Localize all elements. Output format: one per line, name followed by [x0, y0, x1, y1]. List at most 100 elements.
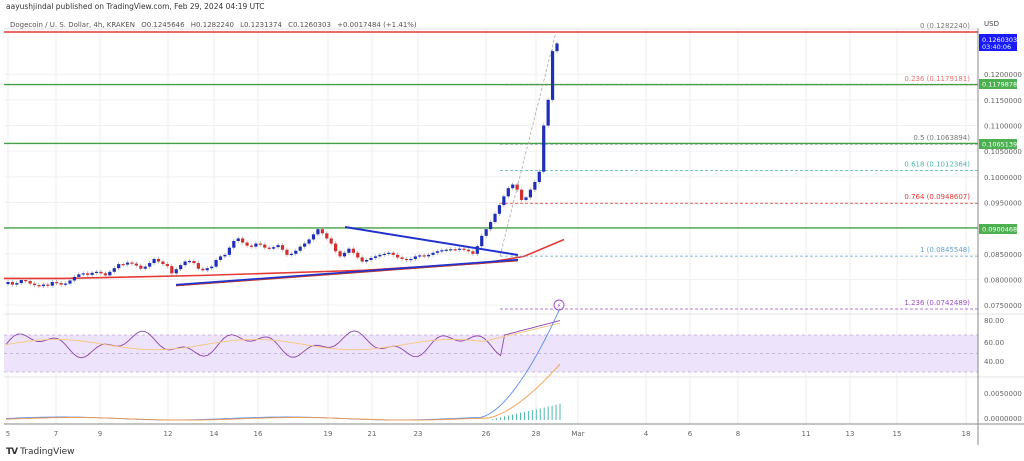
fib-level-label: 1.236 (0.0742489)	[904, 299, 970, 307]
candle-body	[28, 281, 32, 284]
candle-body	[143, 266, 147, 269]
candle-body	[555, 43, 559, 52]
candle-body	[37, 285, 41, 287]
candle-body	[471, 251, 475, 254]
candle-body	[528, 189, 533, 198]
candle-body	[183, 261, 187, 266]
fib-level-label: 0.764 (0.0948607)	[904, 193, 970, 201]
price-tick-label: 0.1150000	[984, 97, 1022, 105]
time-tick-label: Mar	[571, 430, 584, 438]
candle-body	[210, 266, 214, 269]
candle-body	[488, 222, 493, 230]
candle-body	[537, 171, 541, 182]
price-tick-label: 0.0750000	[984, 302, 1022, 310]
currency-label: USD	[984, 20, 999, 28]
footer-branding: TV TradingView	[6, 447, 75, 457]
change-value: +0.0017484 (+1.41%)	[337, 21, 417, 29]
candle-body	[249, 245, 254, 247]
ascending-trendline	[175, 258, 519, 287]
candle-body	[365, 259, 369, 262]
candle-body	[519, 189, 524, 200]
price-tick-label: 0.0850000	[984, 251, 1022, 259]
candle-body	[139, 265, 143, 269]
candle-body	[10, 282, 15, 285]
fib-level-label: 0.5 (0.1063894)	[913, 134, 970, 142]
candle-body	[59, 283, 63, 285]
candle-body	[223, 254, 227, 257]
candle-body	[325, 233, 329, 239]
time-tick-label: 15	[893, 430, 902, 438]
candle-body	[502, 196, 506, 206]
candle-body	[382, 253, 386, 256]
level-price-badge	[979, 224, 1017, 234]
candle-body	[86, 273, 90, 275]
candle-body	[41, 284, 46, 287]
candle-body	[218, 256, 223, 260]
candle-body	[90, 272, 94, 275]
candle-body	[511, 184, 515, 189]
candle-body	[440, 250, 444, 252]
candle-body	[174, 269, 178, 274]
macd-tick-label: 0.0000000	[984, 415, 1022, 423]
candle-body	[334, 243, 338, 252]
candle-body	[387, 252, 391, 254]
candle-body	[161, 261, 165, 265]
candle-body	[338, 251, 342, 257]
candle-body	[493, 213, 497, 223]
candle-body	[347, 248, 351, 253]
candle-body	[241, 238, 245, 243]
time-tick-label: 7	[54, 430, 58, 438]
candle-body	[227, 247, 231, 255]
candle-body	[360, 257, 364, 262]
candle-body	[497, 205, 502, 214]
candle-body	[289, 253, 293, 256]
candle-body	[6, 282, 10, 285]
candle-body	[506, 188, 510, 197]
candle-body	[449, 249, 453, 251]
lightning-glyph: ⚡	[557, 302, 562, 310]
candle-body	[19, 279, 23, 284]
candle-body	[404, 258, 409, 261]
publisher-credit: aayushjindal published on TradingView.co…	[6, 2, 265, 11]
candle-body	[484, 229, 488, 236]
candle-body	[263, 244, 267, 248]
descending-trendline	[344, 226, 519, 256]
tradingview-brand: TradingView	[20, 447, 75, 457]
candle-body	[152, 258, 156, 264]
time-tick-label: 9	[98, 430, 102, 438]
time-tick-label: 14	[210, 430, 219, 438]
candle-body	[546, 99, 550, 126]
candle-body	[303, 243, 307, 247]
rsi-line	[5, 320, 561, 359]
fib-level-label: 0 (0.1282240)	[920, 22, 970, 30]
candle-body	[68, 280, 72, 284]
candle-body	[121, 264, 125, 266]
candle-body	[156, 258, 161, 262]
price-tick-label: 0.0800000	[984, 276, 1022, 284]
candle-body	[316, 229, 320, 235]
rsi-ma-line	[5, 322, 561, 351]
symbol-title[interactable]: Dogecoin / U. S. Dollar, 4h, KRAKEN	[10, 21, 135, 29]
candle-body	[391, 252, 395, 255]
level-price-value: 0.1065139	[982, 141, 1017, 149]
candle-body	[165, 264, 169, 267]
time-tick-label: 8	[736, 430, 740, 438]
candle-body	[130, 262, 134, 264]
candle-body	[134, 263, 138, 266]
candle-body	[396, 254, 400, 258]
candle-body	[542, 125, 546, 172]
candle-body	[81, 273, 85, 275]
candle-body	[192, 261, 196, 264]
candle-body	[103, 273, 108, 276]
candle-body	[179, 265, 183, 270]
time-tick-label: 13	[846, 430, 855, 438]
candle-body	[63, 283, 68, 285]
candle-body	[201, 268, 205, 271]
candle-body	[50, 282, 54, 286]
candle-body	[431, 252, 435, 255]
level-price-value: 0.0900468	[982, 226, 1017, 234]
candle-body	[462, 248, 466, 250]
macd-tick-label: 0.0050000	[984, 390, 1022, 398]
candle-body	[418, 255, 422, 257]
